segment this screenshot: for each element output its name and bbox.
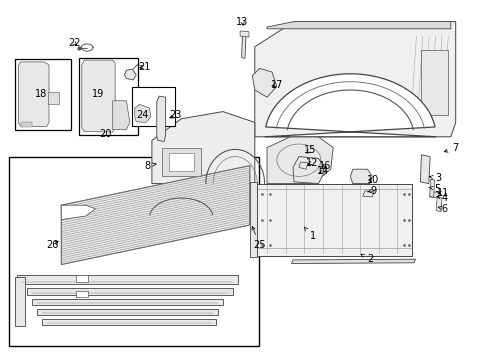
- Text: 12: 12: [306, 158, 318, 168]
- Text: 6: 6: [438, 204, 447, 214]
- Text: 5: 5: [429, 184, 441, 194]
- Text: 10: 10: [368, 175, 379, 185]
- Polygon shape: [135, 104, 151, 122]
- Text: 18: 18: [34, 89, 47, 99]
- Text: 2: 2: [361, 254, 373, 264]
- Polygon shape: [292, 259, 416, 264]
- Polygon shape: [293, 157, 326, 184]
- Text: 19: 19: [92, 89, 104, 99]
- Bar: [169, 153, 194, 171]
- Polygon shape: [61, 166, 250, 265]
- Text: 15: 15: [303, 145, 316, 156]
- Text: 4: 4: [437, 193, 447, 203]
- Polygon shape: [265, 74, 436, 137]
- Text: 24: 24: [136, 110, 148, 120]
- Polygon shape: [299, 162, 308, 169]
- Bar: [76, 291, 88, 297]
- Bar: [162, 148, 201, 176]
- Bar: [421, 50, 448, 115]
- Polygon shape: [430, 192, 440, 198]
- Bar: [15, 277, 24, 326]
- Text: 9: 9: [368, 186, 376, 196]
- Bar: [42, 319, 216, 325]
- Text: 21: 21: [138, 62, 151, 72]
- Text: 25: 25: [252, 226, 266, 250]
- Bar: [132, 87, 175, 126]
- Polygon shape: [124, 69, 136, 80]
- Text: 13: 13: [237, 17, 249, 27]
- Polygon shape: [350, 169, 372, 184]
- Text: 14: 14: [318, 166, 329, 176]
- Bar: [9, 157, 259, 346]
- Polygon shape: [19, 62, 49, 127]
- Bar: [48, 92, 59, 104]
- Bar: [15, 59, 71, 130]
- Polygon shape: [363, 191, 374, 197]
- Polygon shape: [242, 33, 246, 58]
- Bar: [76, 275, 88, 282]
- Text: 3: 3: [430, 173, 441, 183]
- Text: 11: 11: [437, 188, 450, 198]
- Polygon shape: [240, 31, 249, 37]
- Polygon shape: [252, 68, 277, 97]
- Text: 8: 8: [144, 161, 156, 171]
- Polygon shape: [255, 22, 456, 137]
- Polygon shape: [420, 155, 430, 184]
- Text: 20: 20: [99, 129, 112, 139]
- Text: 26: 26: [47, 240, 59, 250]
- Text: 17: 17: [270, 80, 283, 90]
- Bar: [37, 309, 218, 315]
- Bar: [17, 275, 238, 284]
- Polygon shape: [267, 22, 451, 29]
- Polygon shape: [257, 184, 412, 256]
- Bar: [27, 288, 233, 295]
- Polygon shape: [152, 112, 255, 184]
- Text: 22: 22: [68, 38, 81, 48]
- Bar: [32, 299, 223, 305]
- Text: 1: 1: [304, 228, 316, 241]
- Text: 16: 16: [319, 161, 331, 171]
- Polygon shape: [82, 60, 115, 132]
- Polygon shape: [61, 205, 96, 220]
- Polygon shape: [113, 101, 130, 130]
- Polygon shape: [250, 182, 257, 257]
- Polygon shape: [21, 122, 32, 127]
- Polygon shape: [157, 96, 166, 141]
- Text: 7: 7: [444, 143, 459, 153]
- Polygon shape: [436, 197, 442, 212]
- Text: 23: 23: [169, 110, 182, 120]
- Polygon shape: [430, 179, 435, 197]
- Polygon shape: [267, 135, 333, 184]
- Bar: [79, 58, 138, 135]
